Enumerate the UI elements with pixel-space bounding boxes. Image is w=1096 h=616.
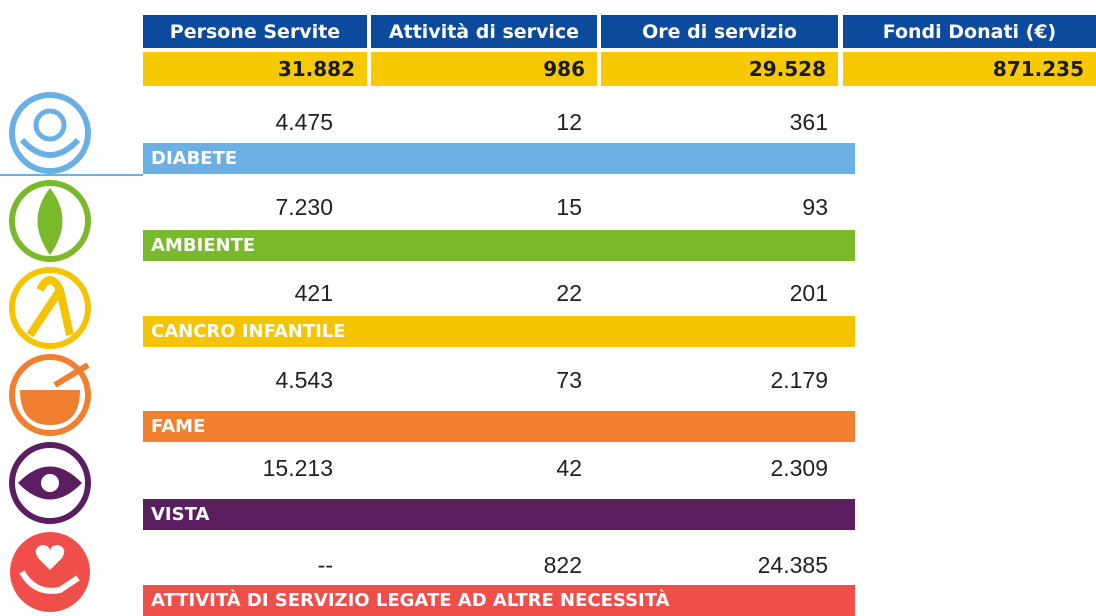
value: 12 <box>556 109 582 135</box>
column-header: Persone Servite <box>143 15 367 48</box>
value: 73 <box>556 367 582 393</box>
total: 986 <box>371 52 597 86</box>
value: 24.385 <box>757 552 828 578</box>
icon-diabete <box>0 92 143 176</box>
icon-ambiente <box>9 180 91 262</box>
value: 201 <box>789 280 828 306</box>
value: 15.213 <box>262 455 333 481</box>
category-bar: CANCRO INFANTILE <box>143 316 855 347</box>
value: 15 <box>556 194 582 220</box>
category-bar: VISTA <box>143 499 855 530</box>
total: 29.528 <box>601 52 838 86</box>
total: 31.882 <box>143 52 367 86</box>
value: 822 <box>543 552 582 578</box>
category-bar: AMBIENTE <box>143 230 855 261</box>
value: 93 <box>802 194 828 220</box>
icon-cancro <box>9 267 91 349</box>
value: 4.475 <box>275 109 333 135</box>
icon-fame <box>9 354 91 436</box>
value: 4.543 <box>275 367 333 393</box>
column-header: Ore di servizio <box>601 15 838 48</box>
value: -- <box>317 552 333 578</box>
icon-altre <box>10 532 90 612</box>
value: 2.309 <box>770 455 828 481</box>
value: 2.179 <box>770 367 828 393</box>
icon-vista <box>9 442 91 524</box>
value: 22 <box>556 280 582 306</box>
category-bar: DIABETE <box>143 143 855 174</box>
value: 421 <box>294 280 333 306</box>
value: 42 <box>556 455 582 481</box>
column-header: Attività di service <box>371 15 597 48</box>
column-header: Fondi Donati (€) <box>843 15 1096 48</box>
category-bar: ATTIVITÀ DI SERVIZIO LEGATE AD ALTRE NEC… <box>143 585 855 616</box>
icons <box>0 92 143 612</box>
value: 7.230 <box>275 194 333 220</box>
total: 871.235 <box>843 52 1096 86</box>
category-bar: FAME <box>143 411 855 442</box>
value: 361 <box>789 109 828 135</box>
